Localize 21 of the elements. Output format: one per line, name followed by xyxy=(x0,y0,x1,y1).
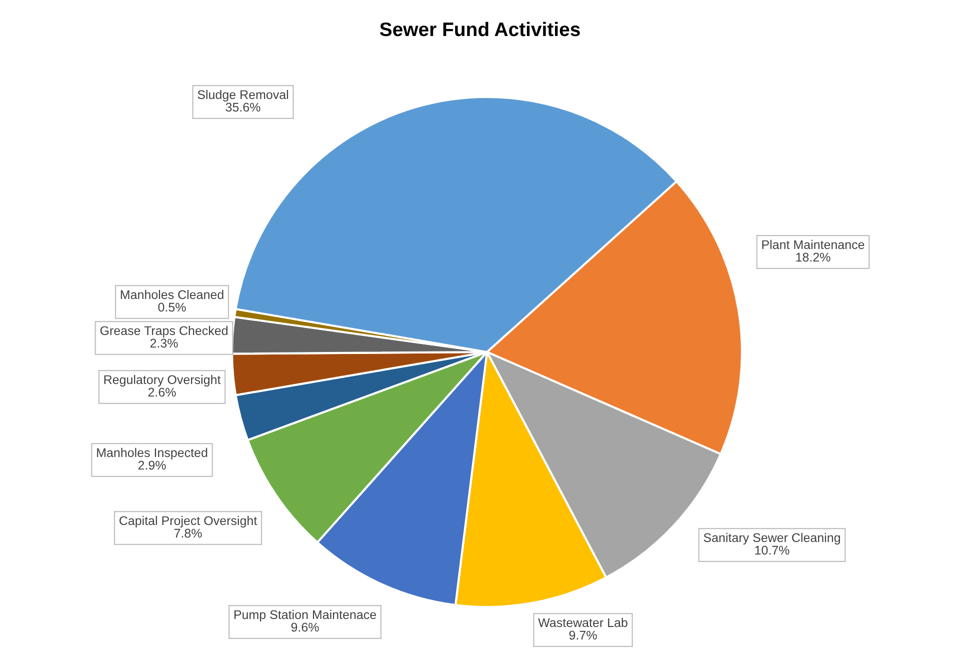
data-label: 18.2% xyxy=(796,252,830,262)
slice-label: Sludge Removal xyxy=(198,90,288,102)
data-label: 9.6% xyxy=(291,622,319,632)
slice-label: Regulatory Oversight xyxy=(104,374,221,387)
chart-title: Sewer Fund Activities xyxy=(380,22,580,36)
slice-label: Sanitary Sewer Cleaning xyxy=(704,532,840,545)
data-label: 9.7% xyxy=(569,630,597,640)
slice-label: Grease Traps Checked xyxy=(100,326,228,338)
slice-label: Pump Station Maintenace xyxy=(234,610,376,622)
slice-label: Plant Maintenance xyxy=(762,240,864,250)
slice-label: Capital Project Oversight xyxy=(120,516,258,528)
data-label: 2.3% xyxy=(150,338,178,348)
slice-label: Wastewater Lab xyxy=(538,618,628,628)
slice-label: Manholes Cleaned xyxy=(120,290,224,300)
data-label: 10.7% xyxy=(755,546,790,555)
data-label: 2.9% xyxy=(138,460,166,470)
data-label: 35.6% xyxy=(226,102,260,112)
slice-label: Manholes Inspected xyxy=(97,448,208,460)
data-label: 0.5% xyxy=(158,302,186,312)
data-label: 7.8% xyxy=(174,528,202,538)
data-label: 2.6% xyxy=(148,388,176,397)
